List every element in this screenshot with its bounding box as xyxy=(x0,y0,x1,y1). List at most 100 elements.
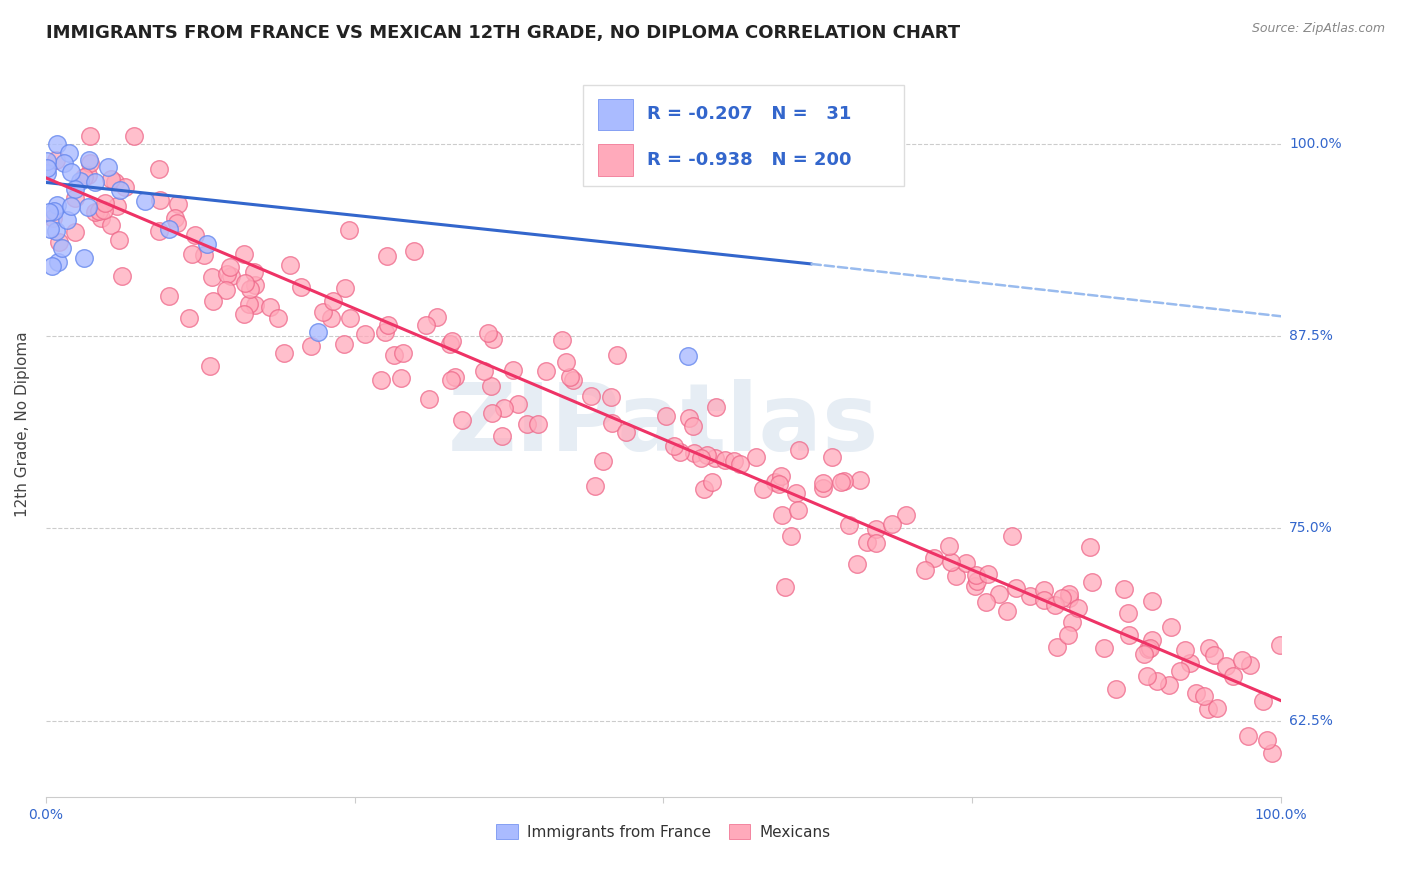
Text: IMMIGRANTS FROM FRANCE VS MEXICAN 12TH GRADE, NO DIPLOMA CORRELATION CHART: IMMIGRANTS FROM FRANCE VS MEXICAN 12TH G… xyxy=(46,24,960,42)
Point xyxy=(987,587,1010,601)
Point xyxy=(966,574,988,588)
Point xyxy=(1260,747,1282,761)
Text: R = -0.207   N =   31: R = -0.207 N = 31 xyxy=(647,105,852,123)
Point xyxy=(1052,591,1074,605)
Point xyxy=(1060,615,1083,630)
Point xyxy=(1118,628,1140,642)
Point xyxy=(167,197,190,211)
Point xyxy=(945,569,967,583)
Point xyxy=(811,475,834,490)
Point xyxy=(963,579,986,593)
Point xyxy=(93,202,115,217)
Point xyxy=(382,348,405,362)
Point xyxy=(418,392,440,406)
Point xyxy=(773,580,796,594)
Point xyxy=(299,339,322,353)
Point xyxy=(1222,669,1244,683)
Point xyxy=(1032,592,1054,607)
Point xyxy=(243,278,266,293)
Point xyxy=(103,175,125,189)
Text: 87.5%: 87.5% xyxy=(1289,329,1333,343)
Point xyxy=(392,346,415,360)
Point xyxy=(1194,690,1216,704)
Point xyxy=(114,180,136,194)
Point xyxy=(551,333,574,347)
Point xyxy=(219,269,242,284)
Point xyxy=(108,233,131,247)
Point xyxy=(339,310,361,325)
Point xyxy=(849,473,872,487)
Point xyxy=(813,481,835,495)
Point xyxy=(242,265,264,279)
Point xyxy=(780,529,803,543)
Point xyxy=(415,318,437,332)
Point xyxy=(477,326,499,341)
Point xyxy=(579,388,602,402)
Point xyxy=(1206,701,1229,715)
Point xyxy=(700,475,723,490)
Point xyxy=(198,359,221,374)
Point xyxy=(516,417,538,431)
Point xyxy=(1139,641,1161,656)
Point xyxy=(219,260,242,274)
Point xyxy=(770,508,793,522)
Point xyxy=(51,241,73,255)
Point xyxy=(562,373,585,387)
Point xyxy=(1146,673,1168,688)
Point xyxy=(374,325,396,339)
Point xyxy=(676,349,699,363)
Point xyxy=(896,508,918,522)
Point xyxy=(100,172,122,186)
Point xyxy=(856,535,879,549)
Point xyxy=(600,416,623,430)
Point xyxy=(1239,657,1261,672)
Point xyxy=(56,213,79,227)
Point xyxy=(1160,620,1182,634)
Point xyxy=(134,194,156,208)
Point xyxy=(745,450,768,464)
Point xyxy=(832,474,855,488)
FancyBboxPatch shape xyxy=(583,86,904,186)
Point xyxy=(1019,590,1042,604)
Point xyxy=(84,205,107,219)
Point xyxy=(46,137,69,152)
Point xyxy=(481,332,503,346)
Point xyxy=(239,282,262,296)
Point xyxy=(267,311,290,326)
Point xyxy=(1140,632,1163,647)
Point xyxy=(201,293,224,308)
Point xyxy=(693,482,716,496)
Point xyxy=(491,428,513,442)
Point xyxy=(108,183,131,197)
Text: Source: ZipAtlas.com: Source: ZipAtlas.com xyxy=(1251,22,1385,36)
Point xyxy=(65,191,87,205)
Point xyxy=(508,397,530,411)
Point xyxy=(290,280,312,294)
Point xyxy=(73,251,96,265)
Point xyxy=(217,267,239,281)
Point xyxy=(37,166,59,180)
Text: 100.0%: 100.0% xyxy=(1289,137,1341,151)
Point xyxy=(215,283,238,297)
Point xyxy=(560,369,582,384)
Point xyxy=(184,227,207,242)
Point xyxy=(600,390,623,404)
Point xyxy=(94,196,117,211)
Point xyxy=(481,379,503,393)
Point xyxy=(1081,575,1104,590)
Point xyxy=(90,211,112,225)
Point xyxy=(938,539,960,553)
Point xyxy=(704,401,727,415)
Point xyxy=(955,556,977,570)
Point xyxy=(527,417,550,431)
Point xyxy=(149,193,172,207)
Point xyxy=(48,235,70,250)
Point xyxy=(439,337,461,351)
Point xyxy=(38,221,60,235)
Point xyxy=(333,337,356,351)
Point xyxy=(1204,648,1226,663)
Point xyxy=(914,563,936,577)
Point xyxy=(481,407,503,421)
Point xyxy=(865,536,887,550)
Point xyxy=(441,334,464,348)
